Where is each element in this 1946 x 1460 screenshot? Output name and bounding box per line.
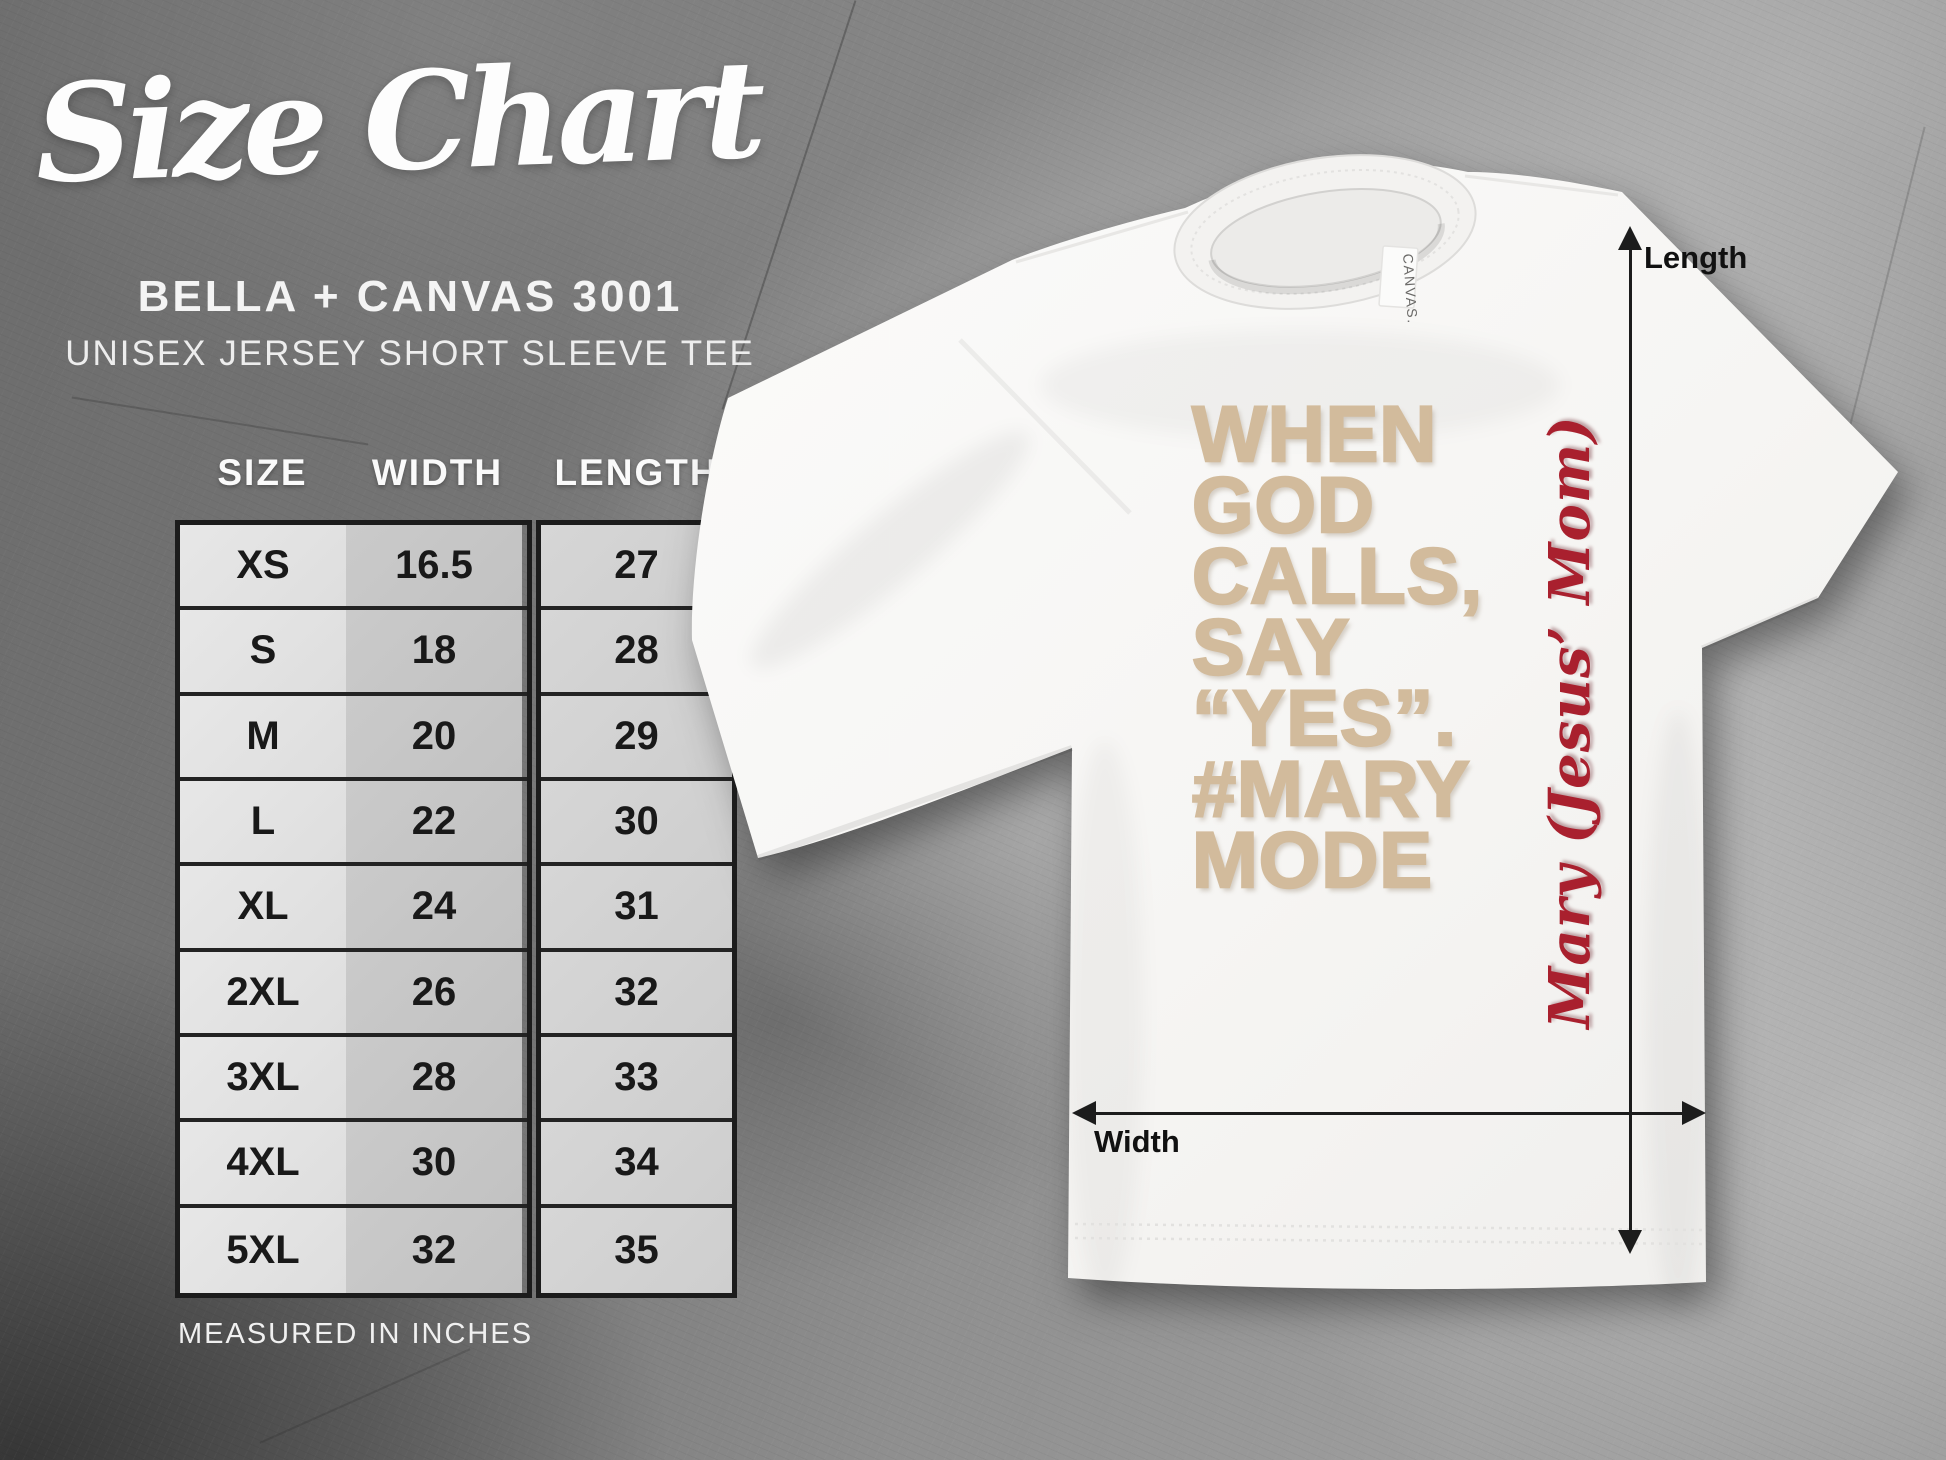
size-cell: 5XL <box>180 1207 346 1293</box>
hem-stitch <box>1074 1236 1703 1246</box>
table-row: M 20 <box>180 695 527 781</box>
left-underarm-seam <box>757 745 1073 861</box>
table-row: 4XL 30 <box>180 1122 527 1208</box>
width-cell: 22 <box>346 781 522 863</box>
hem-stitch <box>1074 1222 1703 1232</box>
table-row: 2XL 26 <box>180 951 527 1037</box>
print-line: “YES”. <box>1191 673 1458 762</box>
table-row: XL 24 <box>180 866 527 952</box>
concrete-crack <box>259 1348 471 1444</box>
print-line: SAY <box>1191 602 1351 691</box>
size-cell: M <box>180 695 346 777</box>
size-width-table: XS 16.5 S 18 M 20 L 22 XL 24 2XL 26 3XL … <box>175 520 532 1298</box>
length-cell: 30 <box>541 781 732 867</box>
shoulder-seam <box>1015 210 1189 264</box>
width-label: Width <box>1094 1124 1180 1159</box>
neck-tag: CANVAS. <box>1378 245 1421 325</box>
size-cell: 4XL <box>180 1122 346 1204</box>
right-body-shading <box>1648 710 1708 1310</box>
side-script-text: Mary (Jesus’ Mom) <box>1537 415 1603 1029</box>
table-row: XS 16.5 <box>180 525 527 611</box>
arrowhead-left-icon <box>1072 1101 1096 1125</box>
length-cell: 29 <box>541 695 732 781</box>
width-cell: 26 <box>346 951 522 1033</box>
width-arrow <box>1090 1112 1690 1115</box>
width-cell: 24 <box>346 866 522 948</box>
arrowhead-up-icon <box>1618 226 1642 250</box>
shoulder-seam <box>1464 174 1619 197</box>
shirt-print-text: WHEN GOD CALLS, SAY “YES”. #MARY MODE <box>1191 389 1484 904</box>
arrowhead-right-icon <box>1682 1101 1706 1125</box>
length-label: Length <box>1644 240 1748 275</box>
size-cell: XL <box>180 866 346 948</box>
length-cell: 31 <box>541 866 732 952</box>
sleeve-shading <box>750 431 1030 669</box>
length-arrow <box>1629 244 1632 1236</box>
print-line: MODE <box>1191 815 1434 904</box>
size-cell: 2XL <box>180 951 346 1033</box>
length-cell: 33 <box>541 1037 732 1123</box>
length-cell: 32 <box>541 951 732 1037</box>
measurement-note: MEASURED IN INCHES <box>178 1318 534 1350</box>
sleeve-crease <box>958 338 1132 515</box>
size-cell: XS <box>180 525 346 607</box>
right-underarm-seam <box>1701 595 1819 651</box>
table-row: 5XL 32 <box>180 1207 527 1293</box>
tshirt-graphic: CANVAS. <box>691 154 1898 1310</box>
concrete-crack <box>71 396 369 446</box>
page-title: Size Chart <box>32 29 763 214</box>
size-cell: 3XL <box>180 1037 346 1119</box>
size-cell: L <box>180 781 346 863</box>
subtitle-block: BELLA + CANVAS 3001 UNISEX JERSEY SHORT … <box>30 272 790 374</box>
column-header-size: SIZE <box>217 452 308 493</box>
width-cell: 28 <box>346 1037 522 1119</box>
width-cell: 16.5 <box>346 525 522 607</box>
print-line: WHEN <box>1191 389 1438 478</box>
product-subtitle: UNISEX JERSEY SHORT SLEEVE TEE <box>65 334 755 373</box>
brand-subtitle: BELLA + CANVAS 3001 <box>137 272 683 321</box>
arrowhead-down-icon <box>1618 1230 1642 1254</box>
print-line: CALLS, <box>1191 531 1484 620</box>
table-row: 3XL 28 <box>180 1037 527 1123</box>
column-header-width: WIDTH <box>371 452 504 493</box>
length-cell: 35 <box>541 1207 732 1293</box>
left-body-shading <box>1067 740 1143 1300</box>
table-row: L 22 <box>180 781 527 867</box>
length-cell: 34 <box>541 1122 732 1208</box>
width-cell: 32 <box>346 1207 522 1293</box>
size-cell: S <box>180 610 346 692</box>
width-cell: 30 <box>346 1122 522 1204</box>
width-cell: 18 <box>346 610 522 692</box>
neck-tag-label: CANVAS. <box>1400 253 1421 325</box>
length-table: 27 28 29 30 31 32 33 34 35 <box>536 520 737 1298</box>
print-line: GOD <box>1191 460 1375 549</box>
print-line: #MARY <box>1191 744 1471 833</box>
width-cell: 20 <box>346 695 522 777</box>
table-row: S 18 <box>180 610 527 696</box>
column-header-length: LENGTH <box>554 452 719 493</box>
